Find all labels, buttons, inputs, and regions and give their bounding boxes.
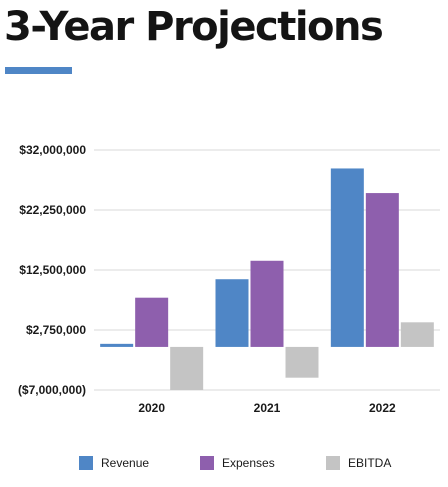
page-title: 3-Year Projections [4,4,384,50]
bar-expenses-2021 [250,260,284,347]
bar-expenses-2020 [135,297,169,347]
y-tick-label: $22,250,000 [19,203,86,217]
y-tick-label: ($7,000,000) [18,383,86,397]
bar-chart: ($7,000,000) $2,750,000 $12,500,000 $22,250… [18,143,440,415]
legend-item-revenue: Revenue [79,456,149,470]
x-tick-label: 2020 [138,401,165,415]
bar-ebitda-2020 [170,346,204,390]
x-tick-label: 2022 [369,401,396,415]
legend-label-expenses: Expenses [222,456,275,470]
bar-revenue-2020 [100,343,134,347]
legend-item-ebitda: EBITDA [326,456,391,470]
y-tick-label: $2,750,000 [26,323,86,337]
bar-revenue-2021 [215,279,249,347]
legend-label-revenue: Revenue [101,456,150,470]
chart-legend: Revenue Expenses EBITDA [0,452,448,476]
legend-swatch-expenses [200,456,214,470]
bar-revenue-2022 [330,168,364,347]
y-tick-label: $12,500,000 [19,263,86,277]
legend-label-ebitda: EBITDA [348,456,392,470]
bar-ebitda-2021 [285,346,319,378]
title-accent-bar [5,67,72,74]
bar-ebitda-2022 [400,322,434,347]
y-tick-label: $32,000,000 [19,143,86,157]
legend-swatch-revenue [79,456,93,470]
x-tick-label: 2021 [254,401,281,415]
legend-item-expenses: Expenses [200,456,275,470]
bar-expenses-2022 [365,193,399,347]
legend-swatch-ebitda [326,456,340,470]
